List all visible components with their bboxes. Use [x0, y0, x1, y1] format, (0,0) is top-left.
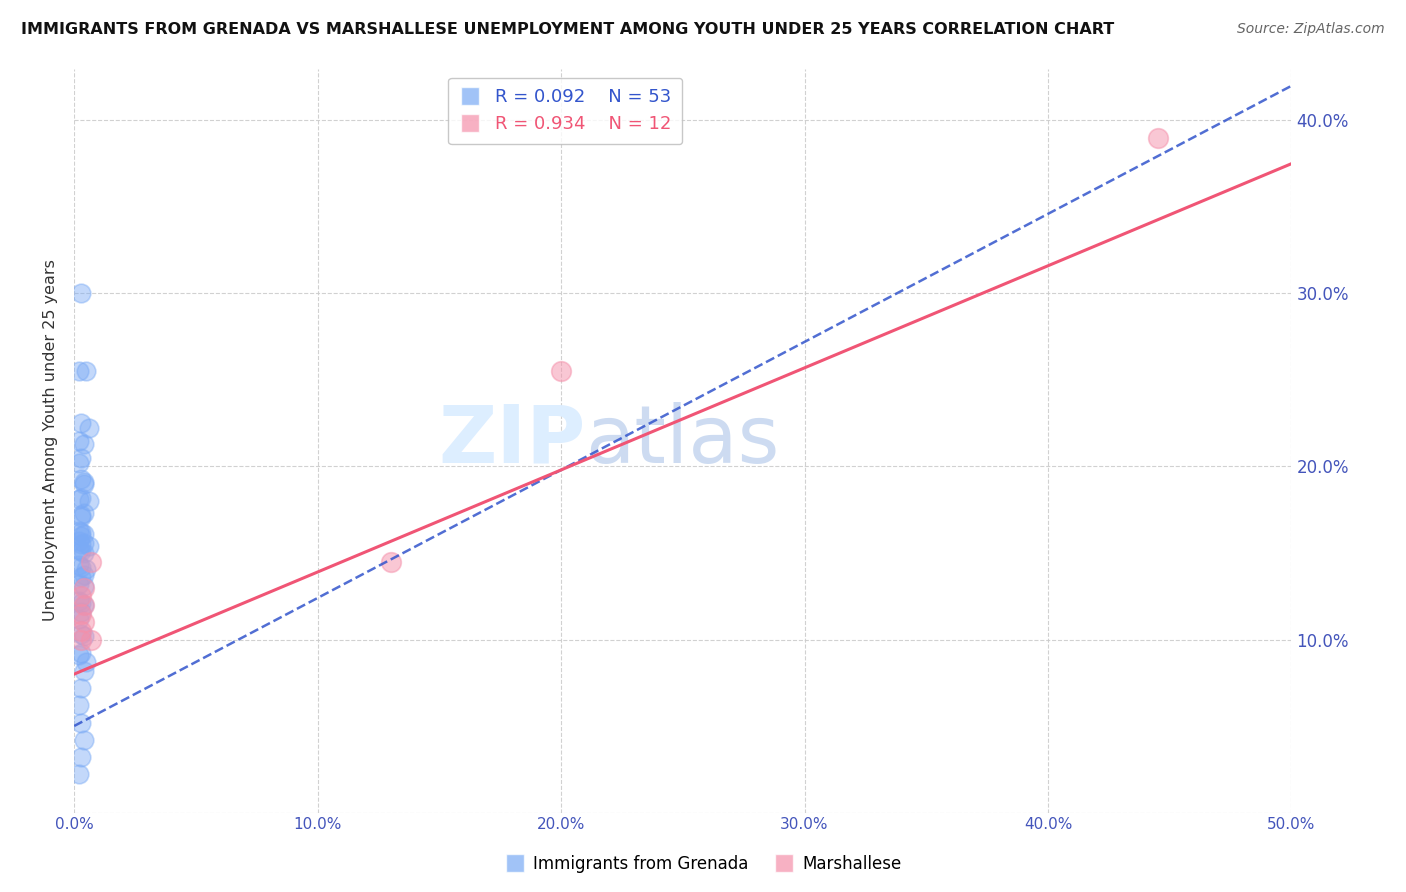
Y-axis label: Unemployment Among Youth under 25 years: Unemployment Among Youth under 25 years [44, 260, 58, 622]
Point [77, 421, 100, 435]
Point [70, 525, 93, 540]
Point [70, 570, 93, 584]
Point [73, 579, 96, 593]
Point [70, 537, 93, 551]
Point [75, 655, 97, 669]
Point [1146, 130, 1168, 145]
Point [70, 750, 93, 764]
Point [67, 612, 90, 626]
Text: Source: ZipAtlas.com: Source: ZipAtlas.com [1237, 22, 1385, 37]
Point [70, 491, 93, 505]
Text: IMMIGRANTS FROM GRENADA VS MARSHALLESE UNEMPLOYMENT AMONG YOUTH UNDER 25 YEARS C: IMMIGRANTS FROM GRENADA VS MARSHALLESE U… [21, 22, 1115, 37]
Point [67, 456, 90, 470]
Text: atlas: atlas [585, 401, 780, 480]
Point [80, 632, 103, 647]
Point [70, 627, 93, 641]
Point [70, 632, 93, 647]
Point [67, 594, 90, 608]
Point [67, 434, 90, 448]
Point [67, 364, 90, 378]
Point [73, 732, 96, 747]
Point [75, 561, 97, 575]
Point [70, 646, 93, 660]
Point [77, 494, 100, 508]
Point [73, 598, 96, 612]
Point [73, 664, 96, 678]
Point [70, 589, 93, 603]
Point [380, 555, 402, 569]
Point [70, 286, 93, 301]
Legend: Immigrants from Grenada, Marshallese: Immigrants from Grenada, Marshallese [498, 848, 908, 880]
Point [73, 615, 96, 630]
Point [70, 508, 93, 522]
Legend: R = 0.092    N = 53, R = 0.934    N = 12: R = 0.092 N = 53, R = 0.934 N = 12 [449, 78, 682, 145]
Point [73, 476, 96, 491]
Point [77, 539, 100, 553]
Point [70, 544, 93, 558]
Point [70, 596, 93, 610]
Point [73, 506, 96, 520]
Point [70, 681, 93, 695]
Point [67, 648, 90, 662]
Point [70, 509, 93, 524]
Point [70, 607, 93, 621]
Point [80, 555, 103, 569]
Point [67, 558, 90, 573]
Point [73, 437, 96, 451]
Point [67, 698, 90, 713]
Point [550, 364, 572, 378]
Point [67, 767, 90, 781]
Point [67, 533, 90, 548]
Point [73, 598, 96, 612]
Point [70, 624, 93, 638]
Point [70, 559, 93, 574]
Point [67, 492, 90, 507]
Point [67, 524, 90, 538]
Point [73, 527, 96, 541]
Point [70, 450, 93, 465]
Point [73, 581, 96, 595]
Point [67, 577, 90, 591]
Point [73, 546, 96, 560]
Point [70, 715, 93, 730]
Text: ZIP: ZIP [439, 401, 585, 480]
Point [75, 364, 97, 378]
Point [73, 629, 96, 643]
Point [70, 416, 93, 430]
Point [73, 535, 96, 549]
Point [70, 472, 93, 486]
Point [67, 542, 90, 557]
Point [70, 529, 93, 543]
Point [70, 605, 93, 619]
Point [73, 475, 96, 489]
Point [73, 568, 96, 582]
